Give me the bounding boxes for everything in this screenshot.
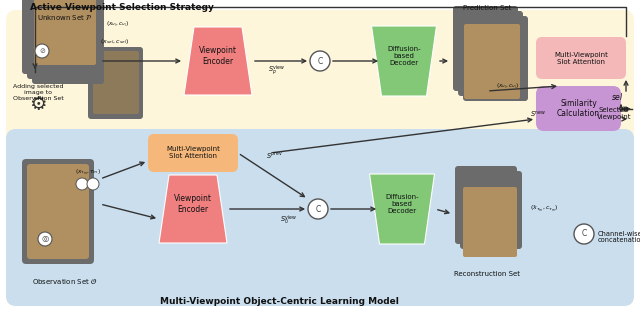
Text: C: C	[316, 204, 321, 213]
Text: $S^{\rm view}_p$: $S^{\rm view}_p$	[268, 64, 285, 78]
FancyBboxPatch shape	[455, 166, 517, 244]
Text: Viewpoint
Encoder: Viewpoint Encoder	[174, 194, 212, 214]
FancyBboxPatch shape	[460, 171, 522, 249]
Text: Similarity
Calculation: Similarity Calculation	[557, 99, 600, 118]
Text: Viewpoint
Encoder: Viewpoint Encoder	[199, 46, 237, 66]
Text: ◎: ◎	[42, 234, 49, 243]
FancyBboxPatch shape	[464, 24, 520, 99]
Circle shape	[38, 232, 52, 246]
Text: Adding selected
image to
Observation Set: Adding selected image to Observation Set	[13, 84, 63, 100]
Text: C: C	[317, 56, 323, 65]
Text: Diffusion-
based
Decoder: Diffusion- based Decoder	[385, 194, 419, 214]
Text: Multi-Viewpoint
Slot Attention: Multi-Viewpoint Slot Attention	[554, 51, 608, 64]
Text: Multi-Viewpoint Object-Centric Learning Model: Multi-Viewpoint Object-Centric Learning …	[160, 297, 399, 306]
Polygon shape	[184, 27, 252, 95]
FancyBboxPatch shape	[148, 134, 238, 172]
FancyBboxPatch shape	[34, 0, 96, 65]
Text: Active Viewpoint Selection Strategy: Active Viewpoint Selection Strategy	[30, 3, 214, 12]
Text: Reconstruction Set: Reconstruction Set	[454, 271, 520, 277]
FancyBboxPatch shape	[27, 164, 89, 259]
FancyBboxPatch shape	[6, 129, 634, 306]
Text: ⚙: ⚙	[29, 94, 47, 114]
Text: $(x_{u_l}, c_{u_l})$: $(x_{u_l}, c_{u_l})$	[106, 19, 129, 29]
FancyBboxPatch shape	[458, 11, 523, 96]
FancyBboxPatch shape	[88, 47, 143, 119]
Polygon shape	[371, 26, 436, 96]
FancyBboxPatch shape	[536, 37, 626, 79]
Text: $sel$: $sel$	[611, 92, 623, 102]
Text: ⊘: ⊘	[39, 48, 45, 54]
Polygon shape	[159, 175, 227, 243]
Circle shape	[35, 44, 49, 58]
Text: Multi-Viewpoint
Slot Attention: Multi-Viewpoint Slot Attention	[166, 146, 220, 160]
Text: $(x_{sel}, c_{sel})$: $(x_{sel}, c_{sel})$	[100, 36, 130, 46]
FancyBboxPatch shape	[453, 6, 518, 91]
Text: $(x_{u_l}, c_{u_l})$: $(x_{u_l}, c_{u_l})$	[497, 81, 520, 91]
Circle shape	[574, 224, 594, 244]
FancyBboxPatch shape	[463, 187, 517, 257]
Text: Channel-wise
concatenation: Channel-wise concatenation	[598, 231, 640, 243]
Circle shape	[76, 178, 88, 190]
FancyBboxPatch shape	[463, 16, 528, 101]
Text: Diffusion-
based
Decoder: Diffusion- based Decoder	[387, 46, 421, 66]
Text: Unknown Set $\mathcal{P}$: Unknown Set $\mathcal{P}$	[37, 13, 93, 22]
Circle shape	[310, 51, 330, 71]
Text: $S^{\rm prev}$: $S^{\rm prev}$	[266, 151, 283, 161]
Circle shape	[308, 199, 328, 219]
Text: Selected
Viewpoint: Selected Viewpoint	[596, 108, 631, 121]
FancyBboxPatch shape	[22, 159, 94, 264]
Text: $(\hat{x}_{\tau_m}, c_{\tau_m})$: $(\hat{x}_{\tau_m}, c_{\tau_m})$	[530, 204, 559, 214]
FancyBboxPatch shape	[536, 86, 621, 131]
Text: $(x_{\tau_m},\tau_m)$: $(x_{\tau_m},\tau_m)$	[75, 167, 101, 177]
FancyBboxPatch shape	[22, 0, 94, 74]
Text: Observation Set $\mathcal{O}$: Observation Set $\mathcal{O}$	[32, 277, 98, 286]
Text: $S^{\rm view}_0$: $S^{\rm view}_0$	[280, 213, 297, 227]
FancyBboxPatch shape	[6, 10, 634, 306]
FancyBboxPatch shape	[27, 0, 99, 79]
Text: C: C	[581, 229, 587, 239]
Polygon shape	[369, 174, 435, 244]
Circle shape	[87, 178, 99, 190]
FancyBboxPatch shape	[32, 0, 104, 84]
Text: Prediction Set: Prediction Set	[463, 5, 511, 11]
Text: $S^{\rm new}$: $S^{\rm new}$	[530, 109, 546, 119]
FancyBboxPatch shape	[93, 51, 139, 114]
